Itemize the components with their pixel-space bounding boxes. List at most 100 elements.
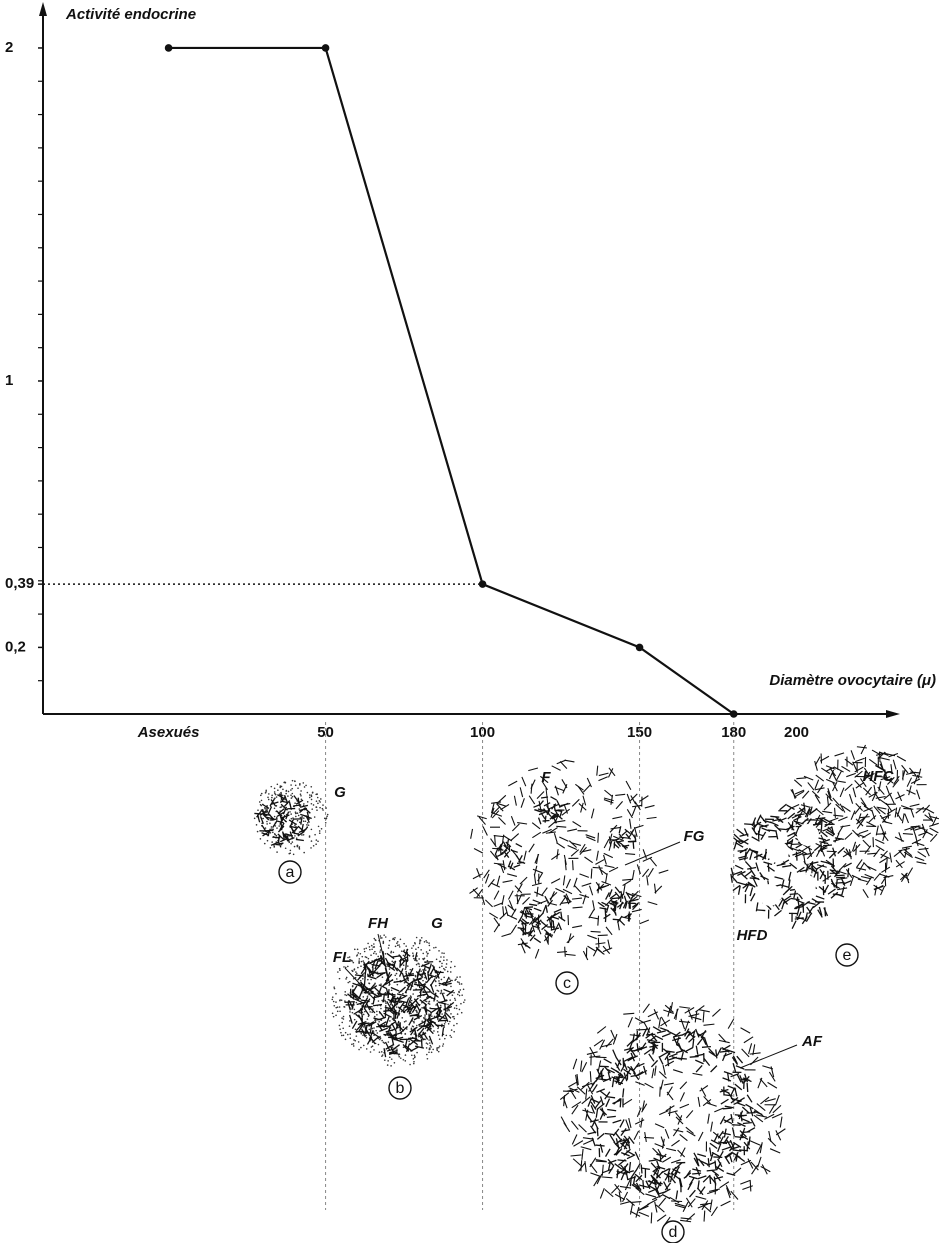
cell-texture [790,894,799,895]
cell-texture [906,790,915,794]
cell-stipple [420,970,422,972]
cell-texture [514,865,521,868]
cell-texture [372,1037,379,1043]
cell-texture [282,815,289,818]
cell-texture [591,931,601,932]
cell-texture [633,842,634,849]
cell-texture [838,817,847,821]
cell-texture [573,1159,581,1166]
cell-texture [909,785,912,795]
cell-texture [639,1212,649,1216]
cell-texture [693,1039,694,1048]
cell-stipple [413,1063,415,1065]
cell-stipple [354,1040,356,1042]
cell-texture [703,1205,711,1212]
cell-stipple [373,943,375,945]
cell-texture [737,1103,745,1106]
cell-stipple [459,983,461,985]
cell-stipple [441,990,443,992]
cell-stipple [300,795,302,797]
cell-texture [520,787,522,797]
cell-texture [511,850,518,852]
cell-stipple [414,1054,416,1056]
cell-texture [520,877,527,884]
cell-texture [430,967,434,975]
data-point [322,44,330,52]
cell-stipple [270,786,272,788]
cell-texture [393,1033,402,1036]
cell-texture [575,784,583,790]
cell-stipple [409,969,411,971]
cell-texture [659,1056,663,1064]
cell-texture [386,1017,389,1026]
cell-texture [696,1065,702,1072]
cell-texture [503,906,504,916]
cell-stipple [347,982,349,984]
cell-stipple [441,991,443,993]
cell-texture [733,1168,741,1175]
cell-stipple [360,965,362,967]
cell-texture [641,1118,643,1128]
cell-stipple [373,1027,375,1029]
cell-texture [723,1078,731,1081]
cell-texture [821,768,829,773]
cell-texture [688,1009,692,1019]
cell-texture [749,1043,752,1054]
cell-texture [605,914,606,922]
cell-stipple [424,1014,426,1016]
cell-texture [616,801,623,809]
cell-texture [840,788,844,797]
cell-texture [842,887,844,896]
cell-stipple [425,940,427,942]
cell-texture [596,1109,597,1118]
cell-stipple [368,1029,370,1031]
cell-stipple [419,996,421,998]
cell-texture [676,1191,677,1200]
cell-stipple [356,1002,358,1004]
cell-stipple [400,1057,402,1059]
cell-stipple [463,1001,465,1003]
cell-stipple [346,977,348,979]
cell-stipple [352,1012,354,1014]
cell-stipple [436,990,438,992]
cell-stipple [367,995,369,997]
cell-texture [613,1050,617,1058]
cell-stipple [393,962,395,964]
cell-texture [421,1039,422,1048]
cell-texture [598,935,608,936]
cell-texture [519,855,522,861]
cell-texture [782,866,791,867]
cell-stipple [430,1046,432,1048]
cell-texture [823,845,832,846]
cell-texture [620,1201,631,1204]
cell-texture [645,1194,656,1197]
cell-stipple [342,1027,344,1029]
cell-texture [254,813,262,814]
data-point [636,644,644,652]
cell-stipple [316,800,318,802]
cell-stipple [352,985,354,987]
cell-texture [782,879,784,888]
cell-stipple [458,982,460,984]
cell-stipple [426,955,428,957]
cell-texture [831,892,838,898]
cell-stipple [413,978,415,980]
cell-texture [678,1044,683,1051]
cell-stipple [324,818,326,820]
cell-texture [635,835,636,842]
cell-stipple [418,958,420,960]
cell-texture [600,1188,604,1198]
cell-stipple [427,953,429,955]
cell-texture [664,1182,668,1190]
cell-texture [667,1092,673,1100]
cell-texture [630,1211,640,1216]
cell-stipple [451,1029,453,1031]
cell-texture [716,1049,717,1058]
cell-stipple [368,958,370,960]
cell-texture [554,909,561,912]
cell-stipple [446,1010,448,1012]
cell-stipple [268,793,270,795]
cell-texture [929,823,939,826]
cell-texture [627,794,631,803]
cell-texture [615,1164,622,1169]
